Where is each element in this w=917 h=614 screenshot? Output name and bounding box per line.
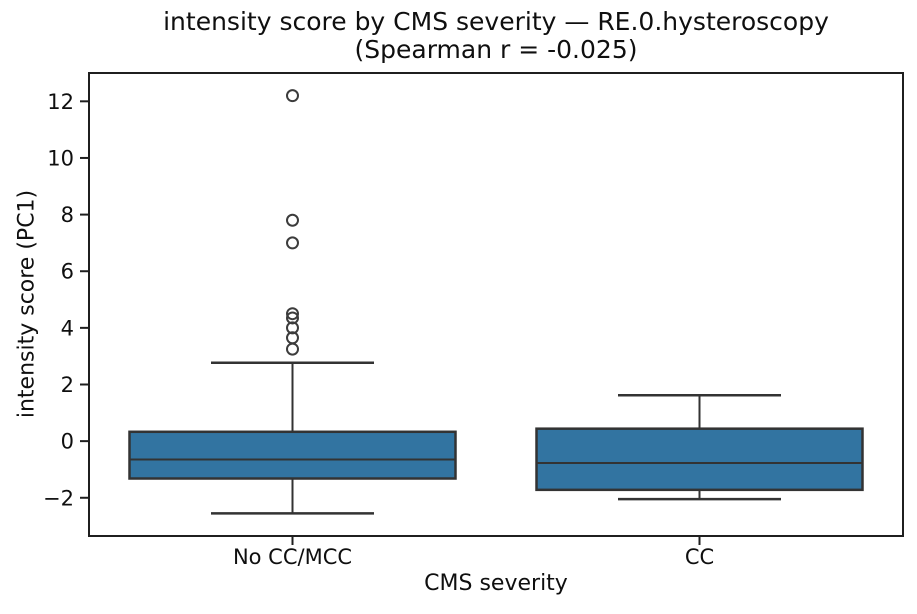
box-no-cc-mcc	[128, 430, 457, 480]
y-tick-label: −2	[43, 486, 74, 510]
chart-title: intensity score by CMS severity — RE.0.h…	[89, 8, 903, 64]
outlier-point-no-cc-mcc	[286, 213, 299, 227]
outlier-point-no-cc-mcc	[286, 307, 299, 321]
outlier-point-no-cc-mcc	[286, 311, 299, 325]
y-tick-label: 4	[61, 316, 74, 340]
x-axis-label: CMS severity	[424, 571, 568, 596]
y-tick-label: 2	[61, 373, 74, 397]
y-tick-label: 0	[61, 430, 74, 454]
y-tick-label: 8	[61, 203, 74, 227]
outlier-point-no-cc-mcc	[286, 89, 299, 103]
x-category-label-cc: CC	[685, 545, 714, 569]
x-category-label-no-cc-mcc: No CC/MCC	[233, 545, 352, 569]
outlier-point-no-cc-mcc	[286, 342, 299, 356]
outlier-point-no-cc-mcc	[286, 321, 299, 335]
y-tick-label: 12	[47, 90, 74, 114]
chart-title-line1: intensity score by CMS severity — RE.0.h…	[163, 7, 829, 36]
box-cc	[535, 427, 864, 492]
y-tick-label: 6	[61, 260, 74, 284]
outlier-point-no-cc-mcc	[286, 331, 299, 345]
outlier-point-no-cc-mcc	[286, 236, 299, 250]
axes-frame	[88, 72, 904, 537]
chart-title-line2: (Spearman r = -0.025)	[354, 35, 638, 64]
y-tick-label: 10	[47, 146, 74, 170]
